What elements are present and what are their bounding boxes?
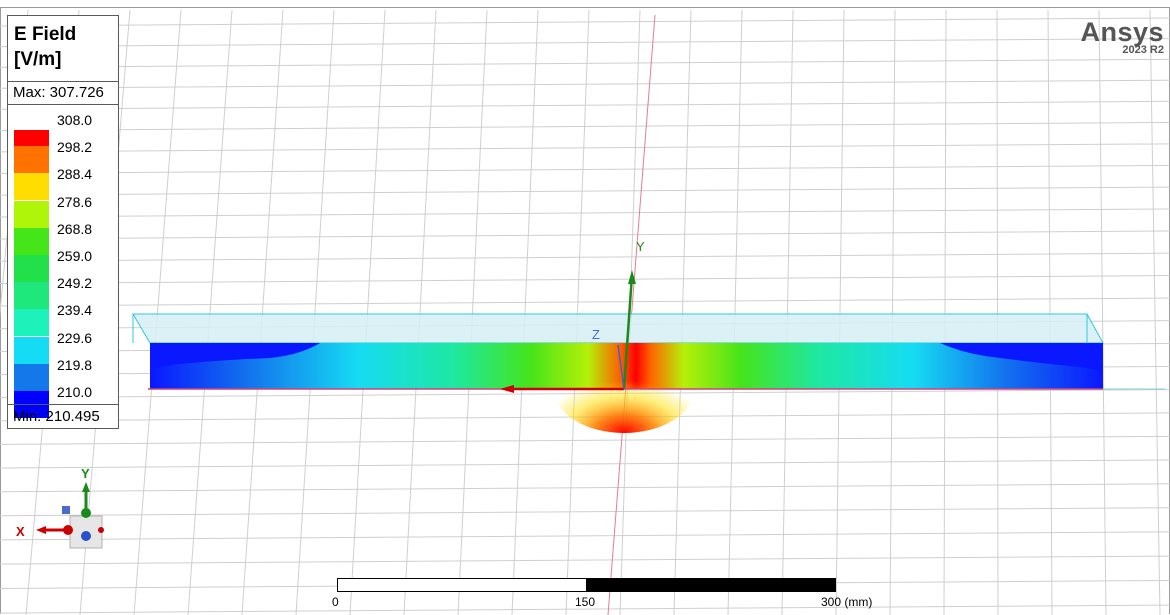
ansys-logo: Ansys 2023 R2 xyxy=(1080,17,1164,56)
legend-level-label: 219.8 xyxy=(57,356,93,373)
legend-swatch xyxy=(14,309,49,337)
legend-swatch xyxy=(14,227,49,255)
triad-z-sphere xyxy=(81,531,91,541)
legend-divider-3 xyxy=(8,404,118,405)
triad-x-arrowhead xyxy=(36,526,46,534)
legend-divider xyxy=(8,81,118,82)
legend-swatch xyxy=(14,282,49,310)
triad-y-label: Y xyxy=(81,466,90,481)
scale-bar-white-segment xyxy=(338,579,586,591)
legend-swatch xyxy=(14,173,49,201)
legend-min: Min: 210.495 xyxy=(13,408,100,425)
legend-swatch xyxy=(14,336,49,364)
scale-tick-0: 0 xyxy=(332,595,339,609)
legend-level-label: 249.2 xyxy=(57,275,93,292)
legend-level-label: 288.4 xyxy=(57,166,93,183)
efield-low-region-right xyxy=(940,343,1103,372)
scale-tick-300: 300 (mm) xyxy=(821,595,873,609)
y-axis-arrow xyxy=(622,274,634,390)
background-grid xyxy=(0,9,1170,615)
brand-name: Ansys xyxy=(1080,17,1164,47)
legend-swatch xyxy=(14,200,49,228)
scale-tick-150: 150 xyxy=(575,595,596,609)
legend-swatch xyxy=(14,146,49,174)
legend-max: Max: 307.726 xyxy=(13,84,104,101)
legend-unit: [V/m] xyxy=(14,49,62,70)
y-axis-label: Y xyxy=(636,239,645,254)
legend-swatch xyxy=(14,130,49,146)
triad-y-sphere xyxy=(81,508,91,518)
legend-swatch xyxy=(14,255,49,282)
legend-swatch xyxy=(14,363,49,391)
contour-legend[interactable]: E Field [V/m] Max: 307.726 308.0 298.2 288… xyxy=(7,15,119,429)
legend-level-label: 210.0 xyxy=(57,384,93,400)
legend-level-label: 259.0 xyxy=(57,248,93,264)
legend-level-label: 268.8 xyxy=(57,220,93,237)
legend-level-label: 278.6 xyxy=(57,193,93,210)
legend-title: E Field [V/m] xyxy=(8,16,118,78)
legend-level-label: 308.0 xyxy=(57,112,93,128)
legend-divider-2 xyxy=(8,104,118,105)
efield-low-region-left xyxy=(150,343,320,370)
triad-widget[interactable] xyxy=(36,482,104,549)
y-axis-arrowhead xyxy=(628,270,636,284)
triad-y-arrowhead xyxy=(82,482,90,492)
legend-title-text: E Field xyxy=(14,24,77,45)
legend-level-label: 298.2 xyxy=(57,139,93,156)
z-axis-stub xyxy=(617,344,625,390)
z-axis-label: Z xyxy=(592,327,600,342)
legend-level-label: 229.6 xyxy=(57,329,93,346)
geometry-box-top xyxy=(132,313,1104,344)
triad-dot xyxy=(98,527,104,533)
triad-z-marker xyxy=(62,506,70,514)
scale-bar-black-segment xyxy=(586,579,835,591)
brand-version: 2023 R2 xyxy=(1122,44,1164,56)
legend-level-label: 239.4 xyxy=(57,302,93,319)
scale-bar xyxy=(337,578,836,592)
triad-x-sphere xyxy=(63,525,73,535)
x-axis-arrowhead xyxy=(500,385,514,393)
triad-x-label: X xyxy=(16,524,25,539)
